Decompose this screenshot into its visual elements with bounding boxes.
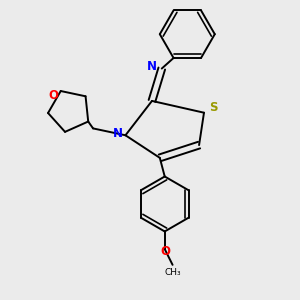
Text: CH₃: CH₃ (164, 268, 181, 277)
Text: N: N (147, 60, 157, 73)
Text: O: O (48, 89, 58, 102)
Text: S: S (209, 101, 218, 114)
Text: N: N (112, 127, 123, 140)
Text: O: O (161, 244, 171, 258)
